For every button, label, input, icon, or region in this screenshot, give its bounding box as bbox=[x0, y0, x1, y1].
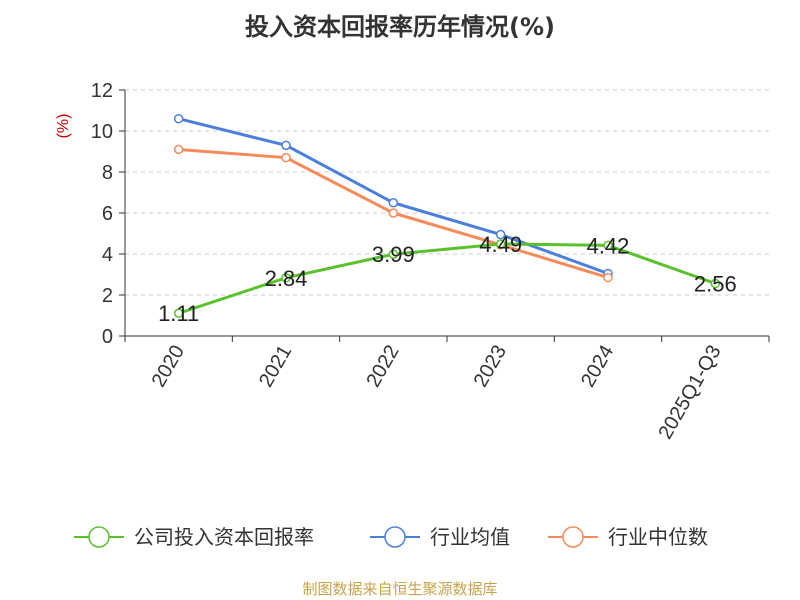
data-point bbox=[388, 208, 399, 218]
y-tick-label: 8 bbox=[102, 162, 113, 184]
legend: 公司投入资本回报率 行业均值 行业中位数 bbox=[74, 525, 708, 549]
legend-label: 公司投入资本回报率 bbox=[134, 525, 314, 549]
y-tick-label: 0 bbox=[102, 326, 113, 348]
y-tick-label: 2 bbox=[102, 285, 113, 307]
chart-title: 投入资本回报率历年情况(%) bbox=[245, 13, 555, 41]
y-axis-label: (%) bbox=[55, 114, 72, 139]
data-point bbox=[281, 140, 291, 151]
y-tick-label: 10 bbox=[91, 121, 113, 143]
data-point bbox=[710, 278, 721, 289]
y-tick-label: 12 bbox=[91, 80, 113, 102]
x-tick-label: 2020 bbox=[148, 342, 189, 392]
data-point bbox=[173, 113, 184, 124]
legend-swatch-marker bbox=[562, 526, 584, 548]
x-tick-label: 2025Q1-Q3 bbox=[654, 342, 725, 444]
data-point bbox=[603, 240, 613, 251]
legend-swatch-marker bbox=[384, 526, 406, 548]
data-point bbox=[173, 308, 184, 318]
series-line bbox=[178, 242, 716, 315]
data-point bbox=[388, 198, 399, 208]
legend-item: 行业均值 bbox=[370, 525, 510, 549]
data-label: 1.11 bbox=[158, 301, 199, 326]
legend-item: 公司投入资本回报率 bbox=[74, 525, 314, 549]
data-label: 4.42 bbox=[587, 233, 630, 258]
legend-item: 行业中位数 bbox=[548, 525, 708, 549]
data-point bbox=[281, 273, 291, 283]
legend-swatch-marker bbox=[88, 526, 110, 548]
data-label: 3.99 bbox=[372, 242, 415, 267]
source-note: 制图数据来自恒生聚源数据库 bbox=[302, 580, 497, 598]
series-lines bbox=[173, 113, 721, 318]
data-point bbox=[603, 272, 613, 283]
data-point bbox=[388, 249, 399, 259]
data-label: 2.56 bbox=[694, 272, 737, 297]
grid-lines bbox=[125, 89, 769, 296]
x-tick-label: 2022 bbox=[362, 342, 403, 392]
data-point bbox=[173, 144, 184, 155]
data-label: 2.84 bbox=[265, 266, 308, 291]
y-tick-label: 6 bbox=[102, 203, 113, 225]
legend-label: 行业中位数 bbox=[608, 525, 708, 549]
axes: 0 2 4 6 8 10 12 2020 2021 2022 2023 2024 2025Q1-Q3 bbox=[91, 80, 770, 444]
data-label: 4.49 bbox=[479, 232, 522, 257]
x-tick-label: 2023 bbox=[470, 341, 511, 391]
series-0 bbox=[173, 239, 721, 318]
y-tick-label: 4 bbox=[102, 244, 113, 266]
data-point bbox=[495, 229, 506, 240]
x-tick-label: 2024 bbox=[577, 342, 618, 392]
data-point bbox=[281, 152, 291, 163]
data-point bbox=[495, 239, 506, 249]
legend-label: 行业均值 bbox=[430, 525, 510, 549]
x-tick-label: 2021 bbox=[255, 342, 296, 392]
data-labels: 1.11 2.84 3.99 4.49 4.42 2.56 bbox=[158, 232, 737, 326]
